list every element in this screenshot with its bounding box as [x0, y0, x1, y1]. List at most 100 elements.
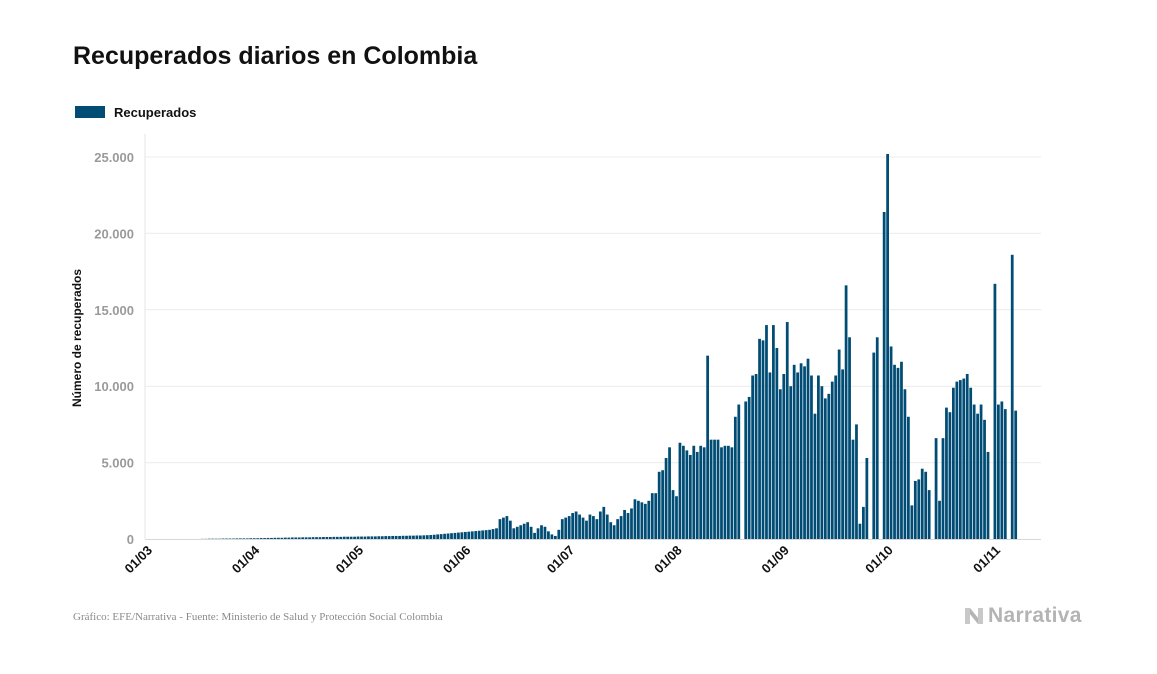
bar — [1014, 410, 1018, 539]
bar — [470, 531, 474, 539]
bar — [315, 537, 318, 539]
bar — [367, 536, 370, 539]
bar — [810, 375, 813, 539]
bar — [830, 381, 834, 539]
bar — [595, 519, 599, 539]
bar — [498, 519, 502, 539]
source-note: Gráfico: EFE/Narrativa - Fuente: Ministe… — [73, 611, 443, 623]
bar — [263, 538, 266, 539]
bar — [571, 513, 575, 539]
x-tick-label: 01/05 — [333, 543, 367, 577]
bar — [592, 516, 595, 539]
bar — [720, 447, 723, 539]
bar — [958, 380, 962, 539]
bar — [526, 522, 530, 539]
bar — [318, 537, 322, 539]
bar — [495, 528, 498, 539]
bar — [702, 447, 706, 539]
bar — [675, 496, 678, 539]
bar — [605, 514, 609, 539]
bar — [446, 533, 450, 539]
bar — [578, 514, 581, 539]
bar — [273, 537, 277, 539]
bar — [266, 537, 270, 539]
bar — [730, 447, 734, 539]
bar — [443, 533, 446, 539]
bar — [1003, 409, 1007, 539]
narrativa-logo: Narrativa — [963, 604, 1082, 628]
x-tick-label: 01/09 — [758, 543, 792, 577]
bar — [422, 535, 426, 539]
bar — [934, 438, 938, 539]
bar — [695, 451, 699, 539]
bars — [200, 153, 1018, 540]
bar — [910, 505, 914, 539]
bar — [747, 396, 751, 539]
bar — [387, 536, 391, 539]
bar — [844, 285, 848, 539]
bar — [657, 471, 661, 539]
bar — [799, 363, 803, 539]
bar — [425, 535, 429, 539]
bar — [349, 536, 353, 539]
bar — [602, 506, 606, 539]
bar — [1010, 254, 1014, 540]
bar — [952, 387, 955, 539]
bar — [823, 398, 827, 539]
bar — [737, 404, 741, 539]
bar — [882, 212, 886, 539]
bar — [508, 520, 512, 539]
bar — [713, 439, 716, 539]
narrativa-logo-icon — [965, 608, 983, 624]
bar — [373, 536, 377, 539]
bar — [654, 493, 658, 539]
bar — [581, 517, 585, 539]
bar — [412, 535, 415, 539]
bar — [917, 479, 921, 539]
bar — [332, 536, 336, 539]
bar — [872, 352, 876, 539]
bar — [567, 516, 571, 539]
bar — [342, 536, 346, 539]
bar — [308, 537, 311, 539]
bar — [965, 373, 969, 539]
bar — [993, 283, 997, 539]
bar — [650, 493, 654, 539]
bar — [439, 534, 443, 539]
bar — [529, 526, 533, 539]
bar — [685, 450, 689, 539]
bar — [574, 511, 578, 539]
bar — [796, 372, 800, 539]
x-axis-ticks: 01/03 01/04 01/05 01/06 01/07 01/08 01/09 01/10… — [122, 542, 1004, 576]
y-tick-label: 15.000 — [94, 303, 134, 318]
bar — [803, 366, 806, 539]
bar — [536, 528, 540, 539]
bar — [758, 338, 761, 539]
bar — [463, 531, 467, 539]
bar — [979, 404, 983, 539]
bar — [997, 404, 1000, 539]
bar — [858, 523, 862, 539]
x-tick-label: 01/07 — [544, 543, 578, 577]
bar — [418, 535, 422, 539]
bar — [820, 386, 824, 539]
bar — [643, 503, 647, 539]
bar — [325, 537, 329, 539]
bar — [903, 389, 907, 539]
bar — [671, 490, 675, 539]
bar — [398, 535, 401, 539]
y-axis-ticks: 0 5.000 10.000 15.000 20.000 25.000 — [94, 150, 134, 547]
y-tick-label: 0 — [127, 532, 134, 547]
bar — [502, 517, 505, 539]
bar — [488, 529, 491, 539]
bar — [301, 537, 305, 539]
bar — [706, 355, 710, 539]
bar — [778, 389, 782, 539]
bar — [522, 523, 526, 539]
y-axis-label: Número de recuperados — [70, 269, 84, 407]
bar — [616, 519, 620, 539]
bar — [405, 535, 408, 539]
bar — [896, 367, 900, 539]
bar — [401, 535, 405, 539]
bar — [962, 378, 966, 539]
